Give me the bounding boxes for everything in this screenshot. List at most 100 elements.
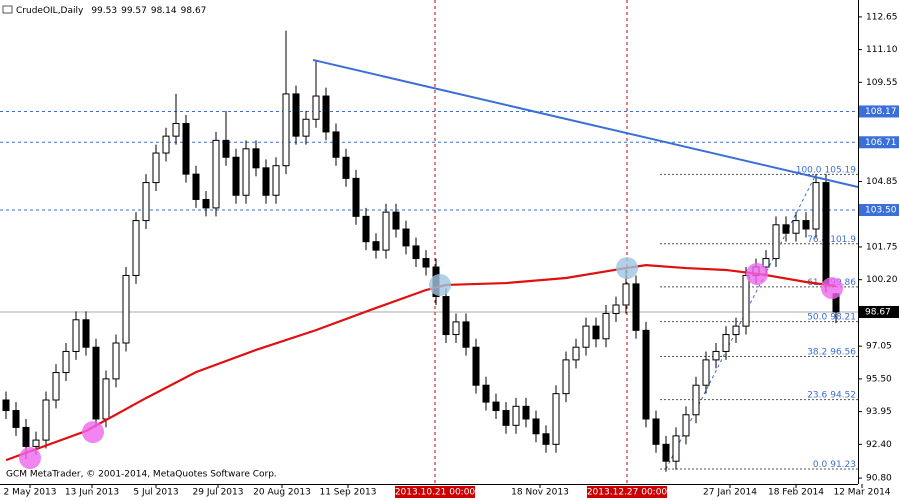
candle-body — [822, 182, 830, 285]
candle-body — [622, 283, 630, 306]
candle-body — [112, 342, 120, 380]
x-tick-label: 13 Jun 2013 — [65, 488, 119, 498]
level-box — [859, 305, 899, 318]
y-tick-label: 111.10 — [866, 45, 898, 55]
candle-body — [372, 241, 380, 251]
fibo-label: 0.0 91.23 — [813, 460, 856, 470]
moving-average — [5, 264, 837, 462]
x-tick-label: 29 Jul 2013 — [193, 488, 244, 498]
fibo-label: 100.0 105.19 — [796, 165, 857, 175]
candle-body — [332, 131, 340, 158]
fibo-price: 91.23 — [830, 460, 856, 470]
candle-body — [672, 435, 680, 462]
candle-body — [692, 384, 700, 416]
candle-body — [552, 393, 560, 445]
fibo-label: 38.2 96.56 — [807, 347, 856, 357]
candle-body — [792, 220, 800, 234]
candle-body — [482, 384, 490, 403]
candle-body — [212, 139, 220, 209]
candle-body — [702, 359, 710, 386]
candle-body — [392, 211, 400, 230]
candle-body — [82, 319, 90, 348]
x-tick-label: 11 Sep 2013 — [319, 488, 376, 498]
x-tick-label: 5 Jul 2013 — [133, 488, 178, 498]
candle-body — [582, 325, 590, 348]
x-tick-label: 18 Feb 2014 — [768, 488, 824, 498]
candle-body — [632, 283, 640, 331]
candle-body — [292, 93, 300, 137]
candle-body — [572, 346, 580, 361]
candle-body — [592, 325, 600, 340]
candle-body — [402, 228, 410, 247]
fibo-label: 23.6 94.52 — [807, 390, 856, 400]
marker — [821, 277, 843, 300]
level-label: 108.17 — [865, 107, 897, 117]
candle-body — [562, 359, 570, 395]
marker — [19, 447, 41, 470]
candle-body — [172, 122, 180, 137]
candle-body — [772, 224, 780, 260]
candle-body — [462, 321, 470, 348]
fibo-price: 94.52 — [830, 390, 856, 400]
candle-body — [802, 220, 810, 230]
y-tick-label: 112.65 — [866, 12, 898, 22]
fibo-level: 50.0 — [807, 312, 827, 322]
fibo-level: 76.4 — [807, 234, 827, 244]
fibo-level: 38.2 — [807, 347, 827, 357]
candle-body — [382, 211, 390, 251]
fibo-price: 99.86 — [830, 277, 856, 287]
candle-body — [152, 152, 160, 184]
candle-body — [532, 418, 540, 435]
candle-body — [642, 329, 650, 420]
candle-body — [762, 258, 770, 268]
y-tick-label: 97.05 — [866, 342, 892, 352]
candle-body — [612, 304, 620, 314]
candle-body — [282, 93, 290, 167]
plot: 100.0 105.19 76.4 101.9 61.8 99.86 50.0 98.21 38… — [0, 0, 859, 484]
level-label: 106.71 — [865, 138, 897, 148]
fibo-price: 98.21 — [830, 312, 856, 322]
y-tick-label: 109.55 — [866, 78, 898, 88]
candle-body — [662, 443, 670, 462]
fibo-price: 96.56 — [830, 347, 856, 357]
fibo-label: 76.4 101.9 — [807, 234, 856, 244]
candle-body — [682, 414, 690, 437]
candle-body — [12, 410, 20, 428]
vline-box — [587, 486, 667, 498]
footer: GCM MetaTrader, © 2001-2014, MetaQuotes … — [6, 470, 277, 480]
candle-body — [32, 439, 40, 447]
candle-body — [492, 401, 500, 412]
marker — [82, 421, 104, 444]
vline-label: 2013.12.27 00:00 — [587, 488, 668, 498]
y-tick-label: 90.80 — [866, 474, 892, 484]
candle-body — [62, 350, 70, 374]
candle-body — [202, 198, 210, 209]
vline-label: 2013.10.21 00:00 — [395, 488, 476, 498]
level-box — [859, 136, 899, 149]
candle-body — [362, 215, 370, 243]
level-label: 98.67 — [865, 307, 891, 317]
marker — [616, 257, 638, 280]
candle-body — [722, 334, 730, 352]
fibo-level: 0.0 — [813, 460, 828, 470]
candle-body — [522, 405, 530, 420]
level-label: 103.50 — [865, 206, 897, 216]
marker — [429, 273, 451, 296]
candle-body — [232, 156, 240, 196]
chart-title: CrudeOIL,Daily 99.53 99.57 98.14 98.67 — [16, 6, 206, 16]
x-tick-label: 18 Nov 2013 — [511, 488, 569, 498]
candle-body — [342, 156, 350, 179]
candle-body — [512, 405, 520, 426]
candle-body — [242, 148, 250, 196]
candle-body — [712, 350, 720, 361]
marker — [746, 262, 768, 285]
candle-body — [72, 319, 80, 352]
fibo-level: 23.6 — [807, 390, 827, 400]
candle-body — [442, 296, 450, 336]
candle-body — [42, 399, 50, 441]
fibo-price: 101.9 — [830, 234, 856, 244]
candle-body — [732, 325, 740, 336]
candle-body — [252, 148, 260, 169]
fibo-diagonal — [665, 174, 817, 470]
candle-body — [312, 95, 320, 120]
